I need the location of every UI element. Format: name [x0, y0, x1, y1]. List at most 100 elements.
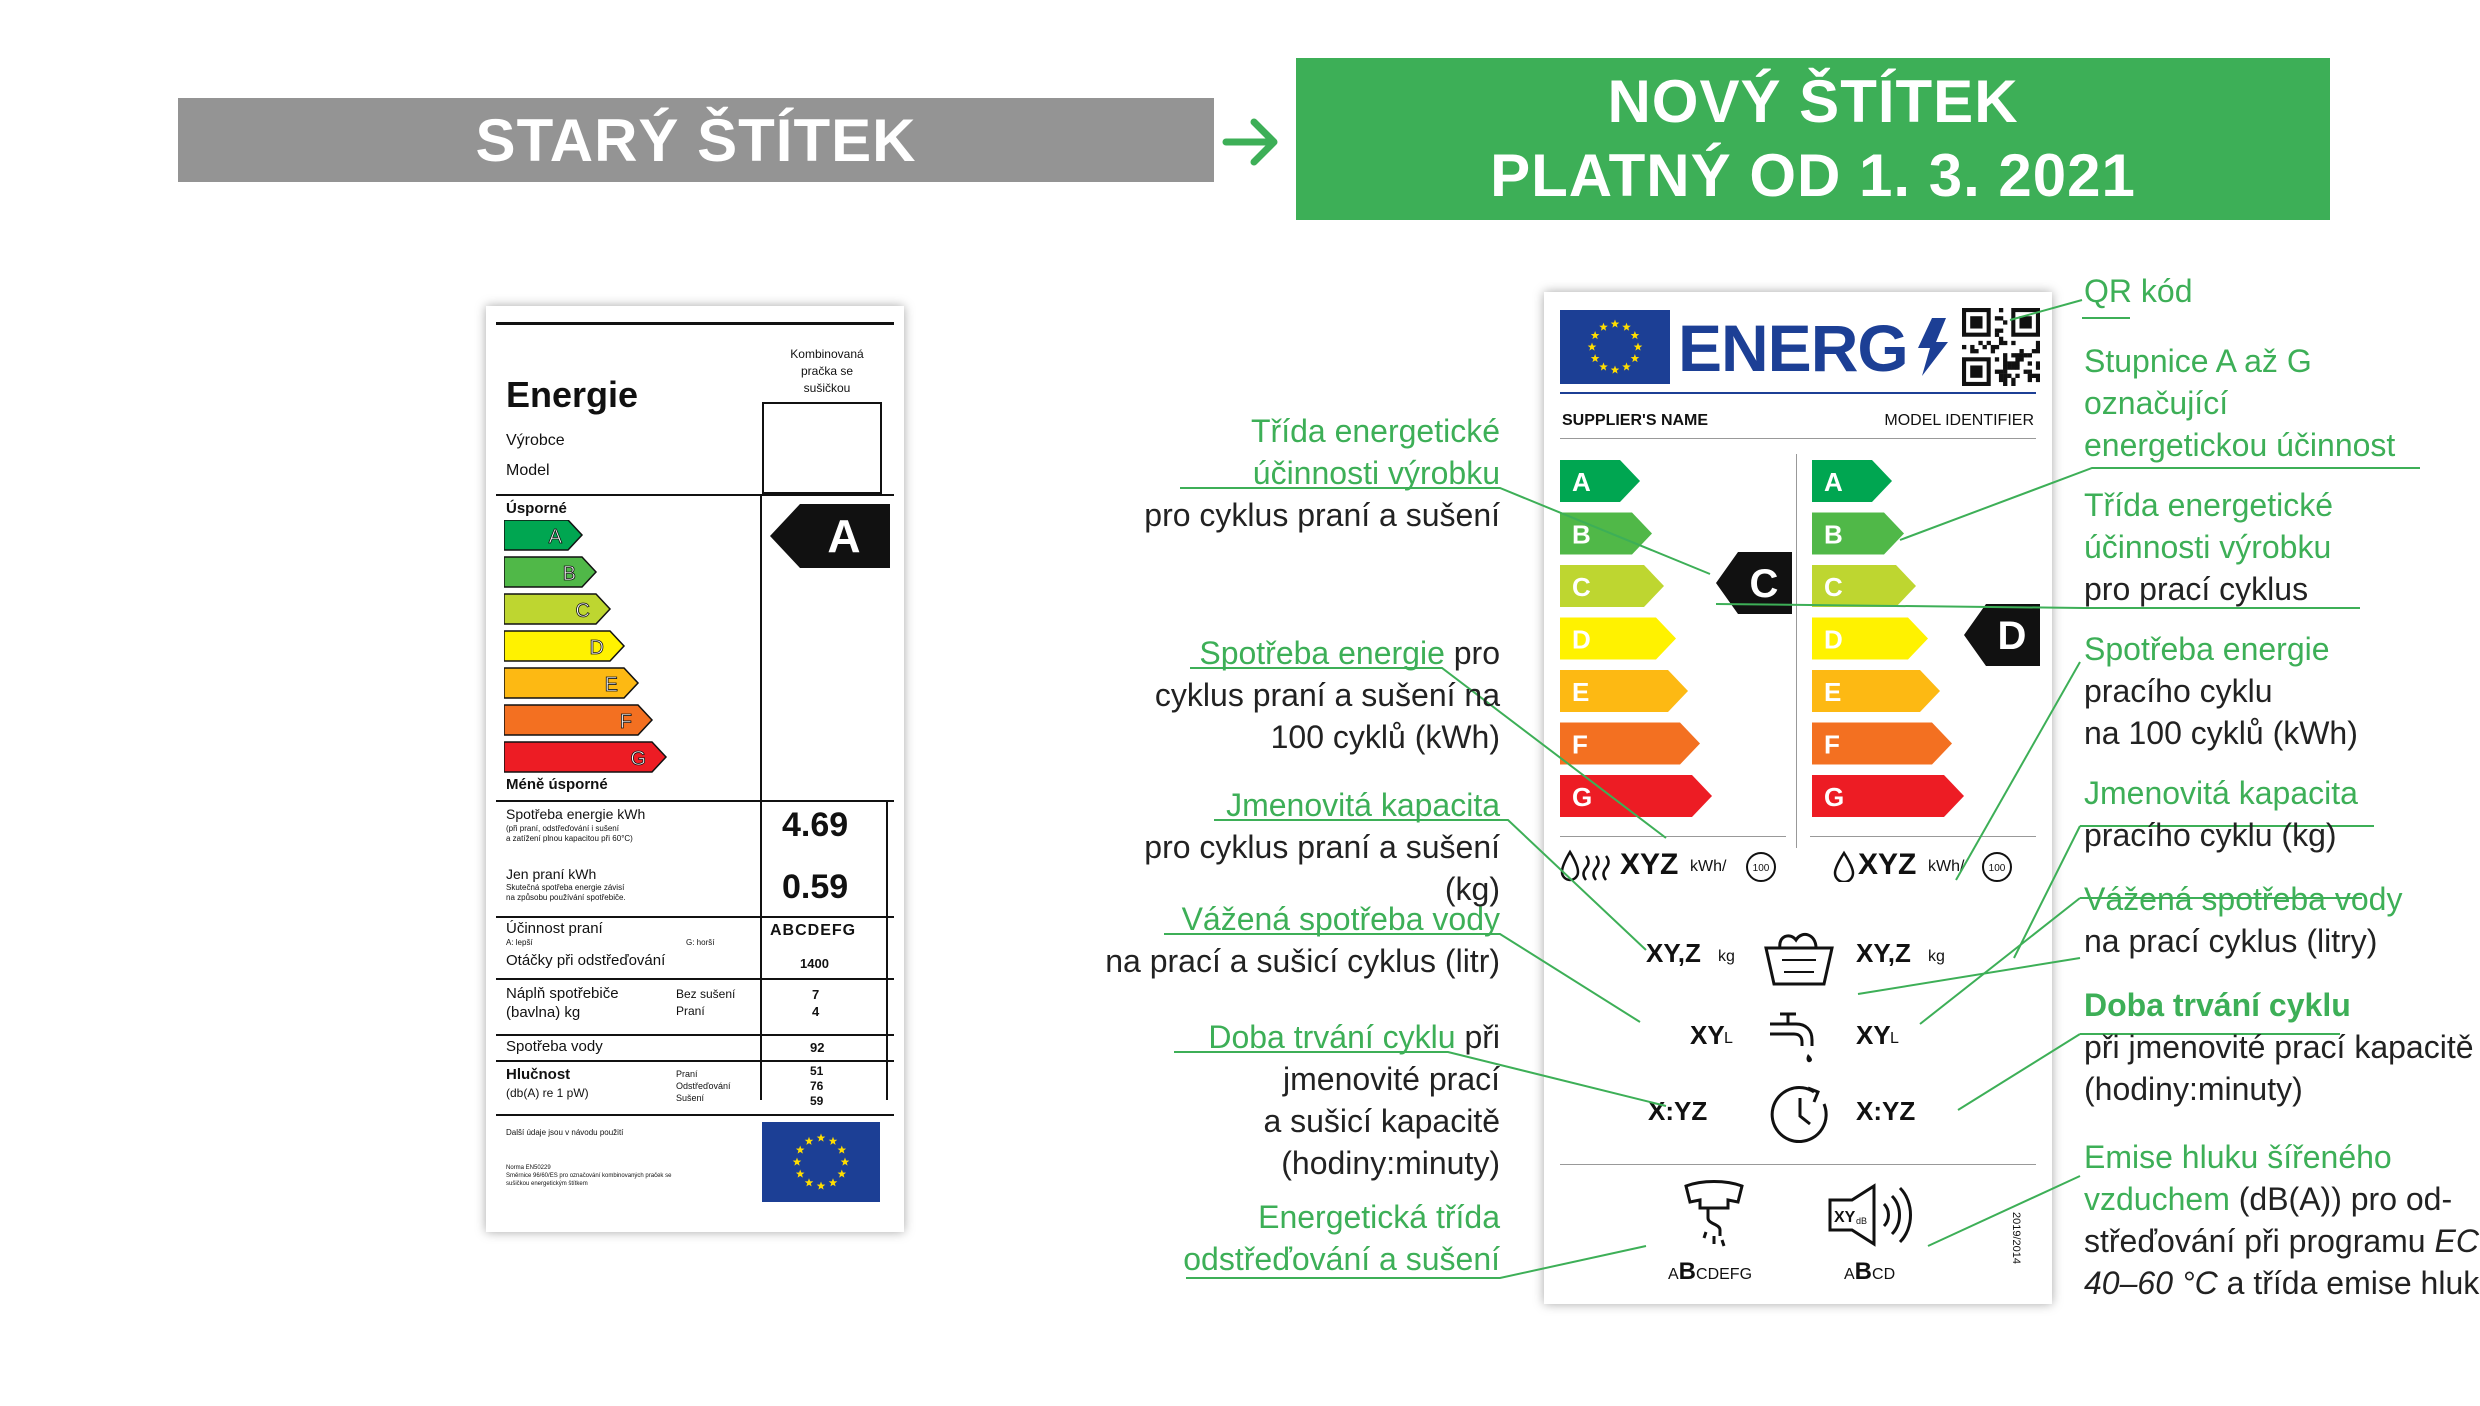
wash-only-label: Jen praní kWh — [506, 866, 597, 882]
manufacturer-logo-box — [762, 402, 882, 494]
old-class-letter-f: F — [620, 711, 632, 733]
new-label-header: NOVÝ ŠTÍTEK PLATNÝ OD 1. 3. 2021 — [1296, 58, 2330, 220]
old-class-bar-b — [504, 556, 598, 588]
old-class-letter-e: E — [605, 674, 618, 696]
old-class-letter-b: B — [563, 563, 576, 585]
combo-water-value: XY — [1690, 1020, 1725, 1050]
spin-drying-icon — [1684, 1180, 1744, 1247]
wash-class-letter-a: A — [1824, 467, 1843, 497]
old-class-letter-g: G — [630, 748, 646, 770]
combo-rating-arrow: C — [1716, 552, 1792, 614]
eu-star — [1622, 322, 1631, 331]
combo-class-bar-e — [1560, 670, 1688, 712]
combined-washer-dryer-heading: Kombinovaná pračka se sušičkou — [790, 347, 864, 395]
new-energy-label: ENERG SUPPLIER'S NAME MODEL IDENTIFIER A… — [1544, 292, 2052, 1304]
annotation-spin-drying-class: Energetická třída odstřeďování a sušení — [1183, 1199, 1500, 1277]
old-class-letter-d: D — [590, 637, 604, 659]
wash-rating-arrow: D — [1964, 604, 2040, 666]
combo-class-bar-f — [1560, 722, 1700, 765]
wash-only-value: 0.59 — [782, 868, 849, 906]
water-consumption-label: Spotřeba vody — [506, 1038, 603, 1055]
wash-efficiency-label: Účinnost praní — [506, 920, 603, 937]
noise-class-scale: ABCD — [1844, 1258, 1896, 1285]
svg-text:C: C — [1750, 562, 1779, 606]
annotation-combo-energy-class: Třída energetické účinnosti výrobku pro … — [1144, 413, 1500, 533]
old-class-letter-a: A — [549, 526, 563, 548]
less-efficient-label: Méně úsporné — [506, 776, 608, 793]
combo-capacity-value: XY,Z — [1646, 938, 1701, 968]
annotation-wash-energy-class: Třída energetické účinnosti výrobku pro … — [2084, 487, 2334, 607]
combo-class-letter-b: B — [1572, 520, 1591, 550]
eu-star — [1599, 322, 1608, 331]
wash-class-bar-b — [1812, 512, 1904, 555]
eu-star — [840, 1157, 850, 1166]
eu-star — [828, 1178, 838, 1187]
old-energy-label: Kombinovaná pračka se sušičkou Energie V… — [486, 306, 904, 1232]
combo-capacity-unit: kg — [1718, 948, 1735, 965]
wash-class-letter-f: F — [1824, 730, 1840, 760]
eu-star — [795, 1169, 805, 1178]
wash-class-letter-c: C — [1824, 572, 1843, 602]
old-label-header: STARÝ ŠTÍTEK — [178, 98, 1214, 182]
eu-star — [837, 1169, 847, 1178]
capacity-modes: Bez sušení Praní — [676, 987, 736, 1018]
eu-star — [1590, 331, 1600, 340]
more-info-note: Další údaje jsou v návodu použití — [506, 1128, 624, 1137]
old-rating-arrow: A — [770, 504, 890, 568]
speaker-icon: XY dB — [1828, 1183, 1912, 1247]
wash-energy-unit: kWh/ — [1928, 858, 1965, 875]
wash-class-bar-a — [1812, 460, 1892, 502]
wash-capacity-unit: kg — [1928, 948, 1945, 965]
wash-efficiency-scale: ABCDEFG — [770, 922, 857, 939]
annotation-noise: Emise hluku šířeného vzduchem (dB(A)) pr… — [2084, 1139, 2480, 1301]
old-class-bar-e — [504, 667, 640, 699]
svg-text:100: 100 — [1989, 863, 2006, 874]
energy-consumption-label: Spotřeba energie kWh — [506, 806, 646, 822]
wash-class-bar-c — [1812, 565, 1916, 607]
wash-class-letter-d: D — [1824, 625, 1843, 655]
old-class-bar-a — [504, 520, 584, 551]
noise-unit: (db(A) re 1 pW) — [506, 1086, 589, 1100]
eu-star — [1630, 331, 1640, 340]
eu-star — [1630, 354, 1640, 363]
eu-star — [837, 1145, 847, 1154]
combo-duration-value: X:YZ — [1648, 1096, 1708, 1126]
combo-energy-value: XYZ — [1620, 848, 1679, 881]
old-class-bar-g — [504, 741, 668, 773]
model-identifier: MODEL IDENTIFIER — [1884, 412, 2034, 429]
capacity-label: Náplň spotřebiče (bavlna) kg — [506, 985, 619, 1021]
spin-class-scale: ABCDEFG — [1668, 1258, 1753, 1285]
svg-text:dB: dB — [1856, 1216, 1867, 1226]
eu-star — [804, 1178, 814, 1187]
hundred-cycles-icon: 100 — [1982, 852, 2012, 882]
new-label-title: NOVÝ ŠTÍTEK — [1607, 68, 2019, 135]
old-class-bar-c — [504, 593, 612, 625]
manufacturer-label: Výrobce — [506, 432, 565, 449]
combo-class-bar-d — [1560, 617, 1676, 660]
old-class-bar-f — [504, 704, 654, 736]
old-label-title: STARÝ ŠTÍTEK — [475, 106, 917, 174]
wash-water-unit: L — [1890, 1030, 1899, 1047]
lightning-bolt-icon — [1918, 318, 1948, 376]
wash-capacity-value: XY,Z — [1856, 938, 1911, 968]
spin-speed-label: Otáčky při odstřeďování — [506, 952, 666, 969]
noise-values: 51 76 59 — [810, 1064, 824, 1108]
wash-class-letter-g: G — [1824, 782, 1844, 812]
combo-class-letter-d: D — [1572, 625, 1591, 655]
eu-star — [804, 1136, 814, 1145]
svg-text:XY: XY — [1834, 1209, 1856, 1226]
wash-class-bar-f — [1812, 722, 1952, 765]
water-tap-icon — [1770, 1012, 1814, 1063]
eu-flag-icon — [762, 1122, 880, 1202]
wash-class-bar-d — [1812, 617, 1928, 660]
wash-duration-value: X:YZ — [1856, 1096, 1916, 1126]
eu-star — [792, 1157, 802, 1166]
wash-class-bar-e — [1812, 670, 1940, 712]
combo-class-letter-e: E — [1572, 677, 1589, 707]
annotation-wash-energy-consumption: Spotřeba energie pracího cyklu na 100 cy… — [2084, 631, 2358, 751]
combo-class-letter-a: A — [1572, 467, 1591, 497]
old-class-letter-c: C — [576, 600, 590, 622]
annotation-combo-capacity: Jmenovitá kapacita pro cyklus praní a su… — [1144, 787, 1500, 907]
annotation-wash-capacity: Jmenovitá kapacita pracího cyklu (kg) — [2084, 775, 2358, 853]
